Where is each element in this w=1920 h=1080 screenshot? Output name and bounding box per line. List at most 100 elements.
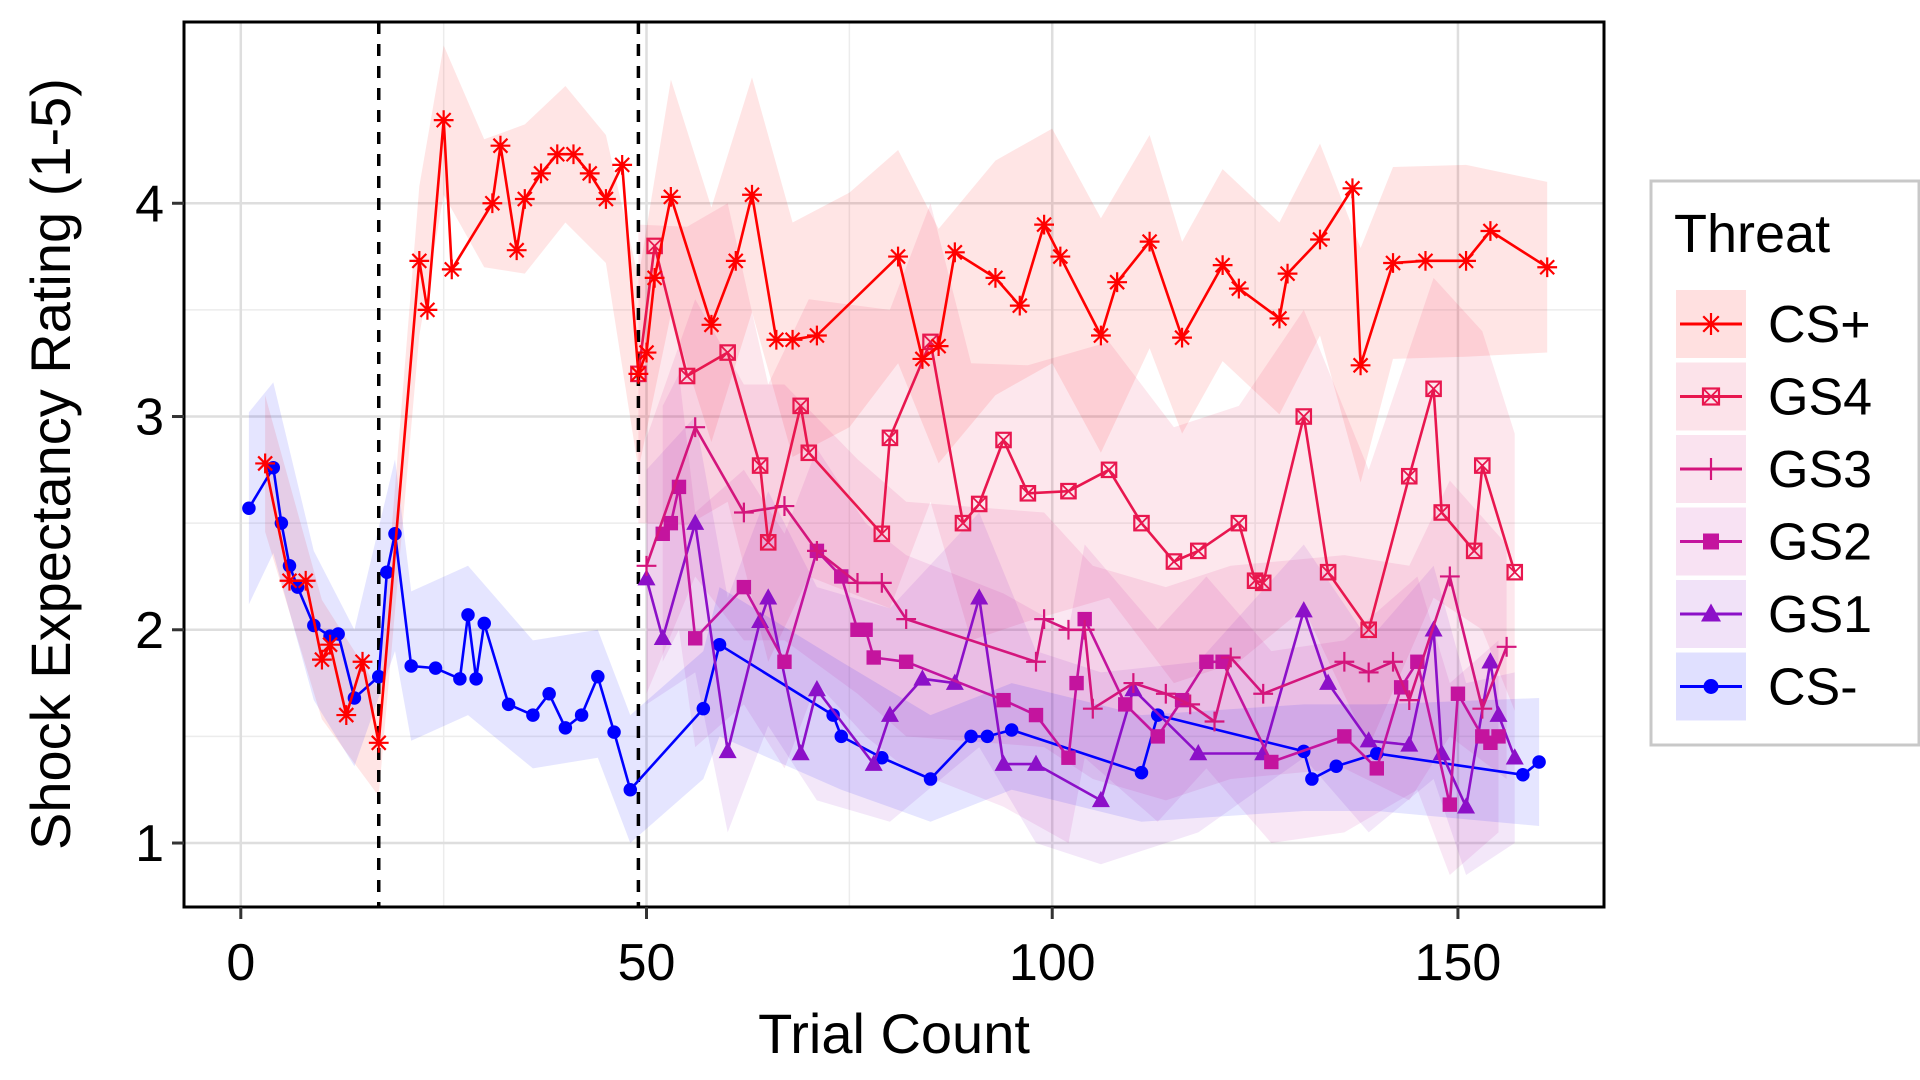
y-tick-label: 3	[135, 389, 164, 447]
data-point-csminus	[1532, 755, 1546, 769]
data-point-gs2	[1369, 761, 1384, 776]
data-point-gs1	[1027, 754, 1045, 771]
data-point-gs3	[1253, 683, 1274, 704]
data-point-gs1	[686, 513, 705, 530]
data-point-gs1	[1489, 705, 1508, 722]
data-point-csminus	[1516, 768, 1530, 782]
data-point-csplus	[547, 144, 568, 165]
data-point-gs4	[1473, 457, 1491, 474]
data-point-csplus	[636, 342, 657, 363]
x-axis-title: Trial Count	[758, 1002, 1030, 1065]
data-point-csplus	[433, 110, 454, 130]
data-point-gs2	[1442, 797, 1458, 812]
data-point-gs3	[1026, 651, 1046, 672]
series-line-csplus	[263, 118, 1548, 745]
data-point-csplus	[1277, 263, 1298, 284]
data-point-gs3	[1180, 694, 1201, 715]
data-point-gs3	[1034, 609, 1055, 630]
data-point-gs1	[1432, 744, 1451, 761]
series-gs3	[636, 417, 1517, 732]
data-point-gs2	[777, 654, 792, 669]
data-point-gs2	[866, 650, 881, 665]
legend-label: CS+	[1768, 296, 1871, 354]
data-point-gs2	[688, 631, 703, 646]
legend-label: GS2	[1768, 514, 1872, 572]
data-point-csplus	[1537, 257, 1558, 278]
data-point-gs4	[1165, 553, 1183, 570]
y-tick-label: 2	[135, 602, 164, 660]
data-point-gs3	[1439, 566, 1460, 587]
data-point-csminus	[242, 501, 256, 515]
data-point-gs4	[1100, 461, 1118, 479]
legend-item-gs4: GS4	[1676, 362, 1872, 431]
data-point-csplus	[701, 314, 722, 335]
data-point-csminus	[461, 608, 475, 622]
data-point-gs1	[864, 754, 883, 771]
data-point-csminus	[923, 772, 938, 786]
legend-box	[1649, 179, 1920, 747]
legend-item-csplus: CS+	[1676, 290, 1871, 358]
series-lines	[242, 110, 1558, 814]
band-gs1	[646, 416, 1515, 875]
data-point-csplus	[490, 135, 511, 156]
data-point-gs4	[1230, 514, 1248, 532]
data-point-csplus	[409, 250, 430, 271]
data-point-gs4	[1465, 542, 1483, 560]
data-point-csplus	[912, 349, 933, 369]
data-point-gs4	[970, 495, 988, 513]
data-point-csplus	[1383, 253, 1403, 273]
legend-item-csminus: CS-	[1676, 652, 1858, 721]
data-point-csplus	[985, 268, 1006, 288]
data-point-csplus	[1091, 325, 1111, 346]
data-point-csplus	[644, 268, 665, 288]
data-point-csplus	[368, 732, 389, 753]
data-point-csplus	[1050, 246, 1071, 267]
data-point-gs2	[1077, 611, 1092, 627]
data-point-gs4	[759, 534, 777, 551]
data-point-csplus	[660, 186, 681, 207]
data-point-csminus	[980, 729, 995, 744]
data-point-csminus	[453, 672, 467, 686]
x-tick-label: 0	[226, 934, 255, 992]
data-point-csplus	[1456, 250, 1476, 271]
data-point-csplus	[1172, 327, 1192, 348]
data-point-gs1	[970, 588, 989, 605]
data-point-gs3	[636, 555, 657, 576]
data-point-gs3	[871, 572, 892, 593]
series-csminus	[242, 460, 1546, 797]
data-point-gs1	[1481, 652, 1500, 669]
data-point-csminus	[558, 721, 573, 735]
data-point-gs1	[759, 588, 778, 605]
data-point-gs4	[719, 344, 736, 361]
series-line-gs3	[645, 425, 1508, 723]
data-point-gs3	[807, 540, 827, 561]
data-point-csplus	[1139, 231, 1160, 252]
axes: 0 50 100 150 1 2 3 4	[135, 175, 1501, 992]
data-point-gs4	[1060, 482, 1077, 500]
data-point-csplus	[1034, 214, 1055, 235]
data-point-csminus	[290, 580, 305, 594]
legend-marker-gs4	[1701, 387, 1721, 406]
data-point-gs2	[1028, 707, 1044, 723]
series-csplus	[255, 110, 1558, 753]
data-point-gs3	[1399, 690, 1420, 711]
data-point-csplus	[1228, 278, 1249, 299]
data-point-gs1	[807, 680, 826, 697]
legend-label: GS1	[1768, 586, 1872, 644]
data-point-gs2	[736, 579, 752, 595]
data-point-csplus	[579, 163, 600, 184]
data-point-gs3	[1074, 619, 1095, 640]
legend-title: Threat	[1674, 204, 1830, 264]
data-point-gs4	[995, 431, 1012, 449]
legend-marker-csplus	[1700, 313, 1722, 335]
data-point-gs3	[1082, 698, 1103, 719]
data-point-gs3	[1383, 651, 1403, 672]
data-point-gs4	[1506, 563, 1524, 581]
legend-marker-csminus	[1703, 679, 1719, 694]
data-point-csplus	[417, 299, 438, 320]
data-point-gs4	[954, 514, 972, 532]
data-point-csplus	[482, 193, 503, 214]
band-gs3	[646, 299, 1507, 801]
legend-item-gs1: GS1	[1676, 580, 1872, 648]
